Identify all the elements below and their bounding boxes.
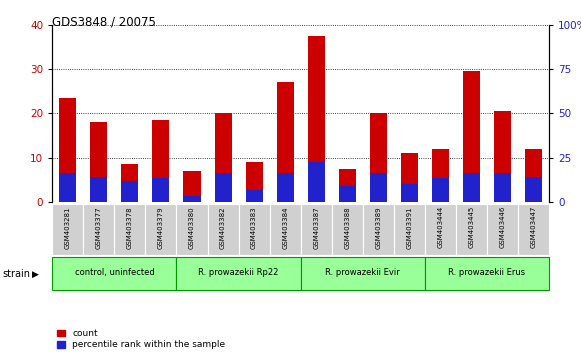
Text: GDS3848 / 20075: GDS3848 / 20075 — [52, 16, 156, 29]
Bar — [52, 204, 83, 255]
Bar — [308, 36, 325, 202]
Bar — [246, 190, 263, 202]
Bar — [177, 204, 207, 255]
Text: GSM403389: GSM403389 — [375, 206, 381, 249]
Bar — [90, 177, 107, 202]
Bar — [432, 149, 449, 202]
Bar — [152, 120, 170, 202]
Text: GSM403382: GSM403382 — [220, 206, 226, 249]
Bar — [152, 178, 170, 202]
Bar — [52, 257, 177, 290]
Bar — [494, 172, 511, 202]
Text: ▶: ▶ — [32, 270, 39, 279]
Bar — [214, 113, 232, 202]
Text: GSM403387: GSM403387 — [313, 206, 319, 249]
Bar — [90, 122, 107, 202]
Bar — [114, 204, 145, 255]
Text: strain: strain — [3, 269, 31, 279]
Bar — [239, 204, 270, 255]
Bar — [425, 204, 456, 255]
Bar — [487, 204, 518, 255]
Legend: count, percentile rank within the sample: count, percentile rank within the sample — [57, 329, 225, 349]
Bar — [463, 172, 480, 202]
Bar — [494, 111, 511, 202]
Bar — [463, 71, 480, 202]
Bar — [394, 204, 425, 255]
Text: GSM403388: GSM403388 — [344, 206, 350, 249]
Text: GSM403380: GSM403380 — [189, 206, 195, 249]
Bar — [83, 204, 114, 255]
Bar — [339, 186, 356, 202]
Bar — [456, 204, 487, 255]
Bar — [525, 177, 542, 202]
Bar — [121, 164, 138, 202]
Bar — [308, 162, 325, 202]
Bar — [121, 181, 138, 202]
Bar — [518, 204, 549, 255]
Bar — [145, 204, 177, 255]
Text: GSM403446: GSM403446 — [500, 206, 505, 249]
Bar — [425, 257, 549, 290]
Bar — [332, 204, 363, 255]
Text: R. prowazekii Erus: R. prowazekii Erus — [449, 268, 525, 277]
Bar — [363, 204, 394, 255]
Text: GSM403384: GSM403384 — [282, 206, 288, 249]
Bar — [207, 204, 239, 255]
Text: GSM403444: GSM403444 — [437, 206, 443, 249]
Bar — [401, 184, 418, 202]
Bar — [525, 149, 542, 202]
Bar — [184, 171, 200, 202]
Text: control, uninfected: control, uninfected — [74, 268, 155, 277]
Text: GSM403447: GSM403447 — [530, 206, 536, 249]
Text: R. prowazekii Evir: R. prowazekii Evir — [325, 268, 400, 277]
Bar — [370, 113, 387, 202]
Text: GSM403378: GSM403378 — [127, 206, 133, 249]
Text: R. prowazekii Rp22: R. prowazekii Rp22 — [198, 268, 279, 277]
Bar — [214, 173, 232, 202]
Text: GSM403391: GSM403391 — [406, 206, 413, 249]
Bar — [301, 257, 425, 290]
Bar — [277, 172, 293, 202]
Bar — [184, 195, 200, 202]
Bar — [370, 172, 387, 202]
Text: GSM403383: GSM403383 — [251, 206, 257, 249]
Bar — [59, 98, 76, 202]
Bar — [401, 153, 418, 202]
Bar — [246, 162, 263, 202]
Text: GSM403379: GSM403379 — [158, 206, 164, 249]
Bar — [270, 204, 301, 255]
Bar — [177, 257, 301, 290]
Bar — [59, 172, 76, 202]
Text: GSM403281: GSM403281 — [65, 206, 71, 249]
Bar — [432, 178, 449, 202]
Bar — [301, 204, 332, 255]
Text: GSM403445: GSM403445 — [468, 206, 475, 249]
Bar — [277, 82, 293, 202]
Text: GSM403377: GSM403377 — [96, 206, 102, 249]
Bar — [339, 169, 356, 202]
